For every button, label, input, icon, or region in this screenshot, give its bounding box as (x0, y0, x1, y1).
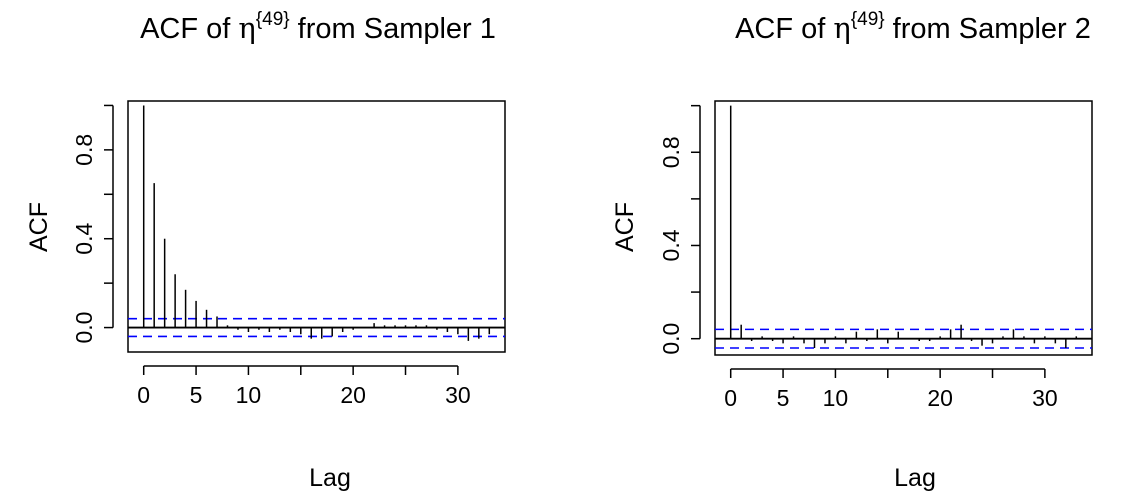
y-tick-label-2: 0.8 (658, 136, 684, 168)
plot-frame-1 (127, 100, 506, 353)
title-suffix-2: from Sampler 2 (885, 13, 1091, 45)
acf-panel-sampler-2: ACF of η{49} from Sampler 2 0.0 0.4 0.8 0 5… (611, 9, 1093, 492)
title-superscript-2: {49} (851, 9, 885, 30)
x-axis-2: 0 5 10 20 30 (724, 368, 1058, 411)
y-tick-label-2: 0.0 (658, 323, 684, 355)
x-tick-label-2: 0 (724, 385, 737, 411)
title-suffix-1: from Sampler 1 (290, 13, 496, 45)
acf-marks-1 (128, 105, 505, 341)
x-tick-label-2: 20 (927, 385, 953, 411)
y-axis-1: 0.0 0.4 0.8 (71, 104, 114, 344)
x-tick-label-2: 5 (777, 385, 790, 411)
title-prefix-2: ACF of (735, 13, 833, 45)
x-tick-label-1: 5 (190, 382, 203, 408)
title-superscript-1: {49} (256, 9, 290, 30)
y-axis-label-1: ACF (25, 202, 53, 252)
x-tick-label-1: 20 (340, 382, 366, 408)
x-tick-label-1: 10 (236, 382, 262, 408)
x-axis-1: 0 5 10 20 30 (137, 365, 471, 408)
x-tick-label-1: 0 (137, 382, 150, 408)
acf-marks-2 (715, 105, 1092, 349)
chart-title-2: ACF of η{49} from Sampler 2 (735, 9, 1091, 45)
x-tick-label-1: 30 (445, 382, 471, 408)
x-axis-label-1: Lag (309, 464, 351, 492)
title-prefix-1: ACF of (140, 13, 238, 45)
y-tick-label-2: 0.4 (658, 229, 684, 261)
y-tick-label-1: 0.4 (71, 223, 97, 255)
y-tick-label-1: 0.0 (71, 312, 97, 344)
acf-panel-sampler-1: ACF of η{49} from Sampler 1 0.0 0.4 0.8 0 5… (25, 9, 506, 492)
y-axis-label-2: ACF (611, 202, 639, 252)
x-axis-label-2: Lag (894, 464, 936, 492)
chart-title-1: ACF of η{49} from Sampler 1 (140, 9, 496, 45)
x-tick-label-2: 10 (823, 385, 849, 411)
y-axis-2: 0.0 0.4 0.8 (658, 104, 701, 355)
x-tick-label-2: 30 (1032, 385, 1058, 411)
y-tick-label-1: 0.8 (71, 134, 97, 166)
title-symbol-2: η (833, 11, 850, 45)
title-symbol-1: η (238, 11, 255, 45)
plot-frame-2 (714, 100, 1093, 356)
